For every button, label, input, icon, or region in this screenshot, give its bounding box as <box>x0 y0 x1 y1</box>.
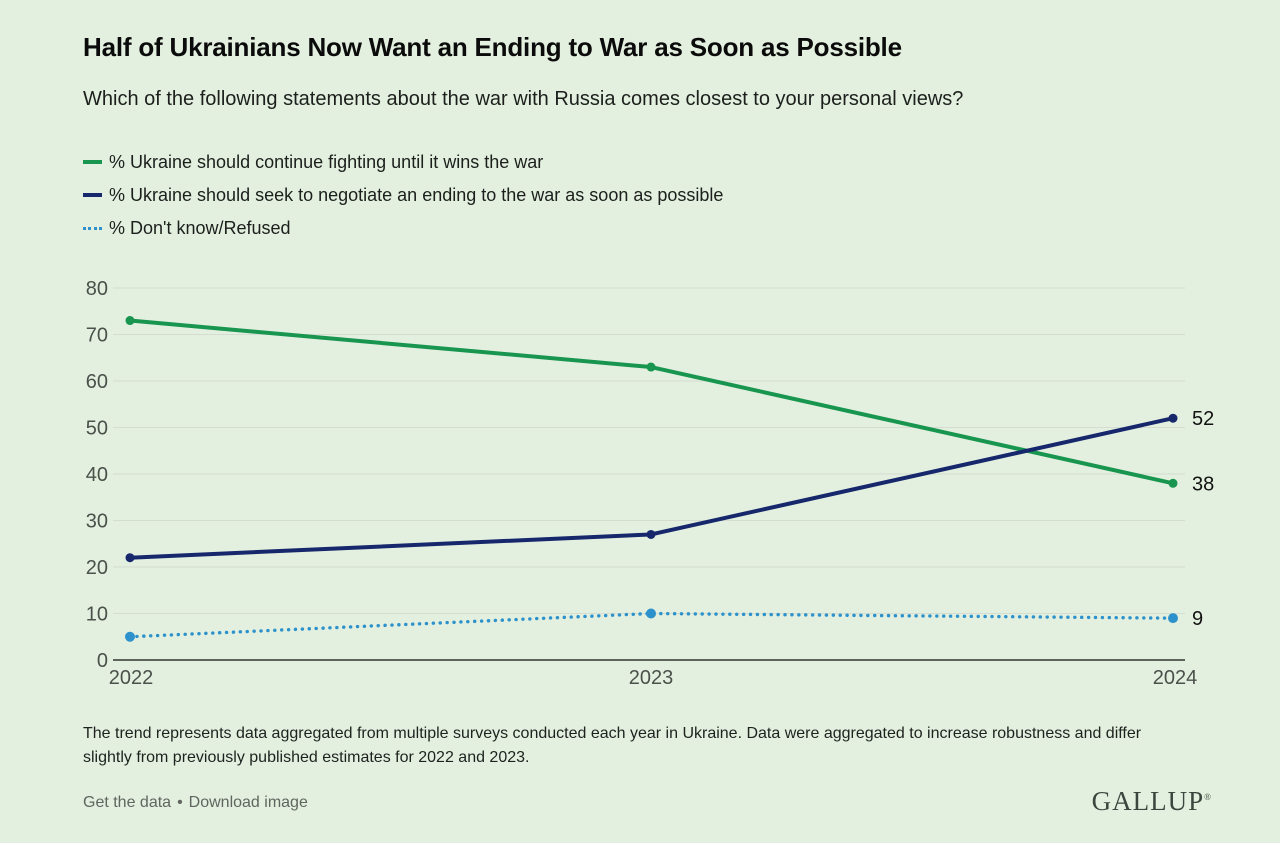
data-point <box>1168 413 1178 423</box>
download-image-link[interactable]: Download image <box>188 794 308 811</box>
y-tick-label: 70 <box>86 325 108 347</box>
gallup-wordmark: GALLUP <box>1091 786 1205 816</box>
legend-item-label: % Ukraine should seek to negotiate an en… <box>109 184 724 205</box>
chart-subtitle: Which of the following statements about … <box>83 88 964 110</box>
data-point <box>646 529 656 539</box>
data-point <box>646 608 656 619</box>
solid-line-swatch-icon <box>83 160 102 164</box>
legend-item: % Don't know/Refused <box>83 216 723 240</box>
y-tick-label: 50 <box>86 418 108 440</box>
x-tick-label: 2022 <box>109 667 154 689</box>
legend-item-label: % Don't know/Refused <box>109 217 291 238</box>
y-tick-label: 0 <box>97 650 108 672</box>
x-tick-label: 2024 <box>1153 667 1198 689</box>
series-line <box>129 318 1174 486</box>
separator-dot: • <box>177 794 183 811</box>
data-point <box>125 631 135 642</box>
y-tick-label: 40 <box>86 464 108 486</box>
data-point <box>125 553 135 563</box>
y-tick-label: 60 <box>86 371 108 393</box>
line-chart: 0 10 20 30 40 50 60 70 80 2022 2023 2024 38 52 9 <box>0 270 1280 700</box>
end-value-label: 52 <box>1192 408 1214 430</box>
data-point <box>646 362 656 372</box>
y-tick-label: 80 <box>86 278 108 300</box>
y-tick-label: 10 <box>86 604 108 626</box>
legend-item-label: % Ukraine should continue fighting until… <box>109 151 544 172</box>
chart-footnote: The trend represents data aggregated fro… <box>83 725 1142 766</box>
end-value-label: 9 <box>1192 608 1203 630</box>
data-point <box>125 316 135 326</box>
data-point <box>1168 478 1178 488</box>
registered-trademark-icon: ® <box>1204 792 1211 802</box>
chart-legend: % Ukraine should continue fighting until… <box>83 150 723 249</box>
legend-item: % Ukraine should continue fighting until… <box>83 150 723 174</box>
data-point <box>1168 613 1178 624</box>
y-tick-label: 20 <box>86 557 108 579</box>
line-chart-canvas: 0 10 20 30 40 50 60 70 80 2022 2023 2024 38 52 9 <box>86 278 1215 689</box>
x-tick-label: 2023 <box>629 667 674 689</box>
end-value-label: 38 <box>1192 473 1214 495</box>
footer-links: Get the data • Download image <box>83 794 308 812</box>
gallup-logo: GALLUP® <box>1092 786 1211 817</box>
chart-title: Half of Ukrainians Now Want an Ending to… <box>83 32 902 62</box>
y-tick-label: 30 <box>86 511 108 533</box>
legend-item: % Ukraine should seek to negotiate an en… <box>83 183 723 207</box>
solid-line-swatch-icon <box>83 193 102 197</box>
dotted-line-swatch-icon <box>83 226 102 230</box>
get-the-data-link[interactable]: Get the data <box>83 794 172 811</box>
series-line <box>128 611 1175 639</box>
